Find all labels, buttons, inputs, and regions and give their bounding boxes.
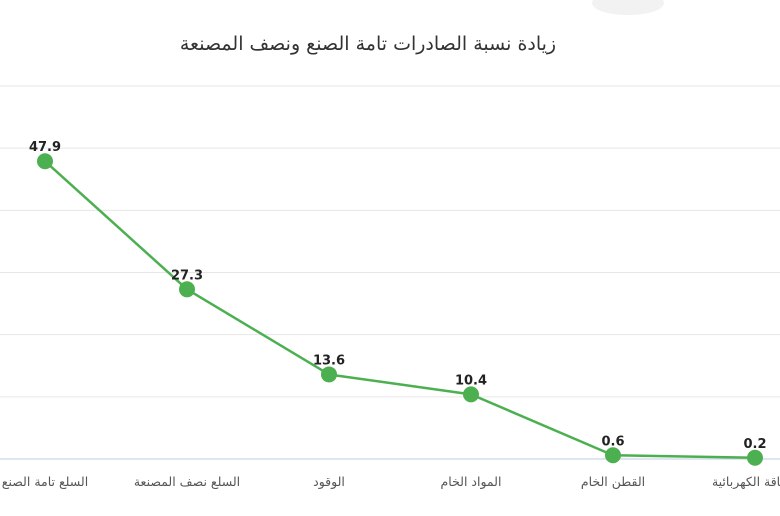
x-tick-label: الطاقة الكهربائية (712, 474, 780, 490)
data-point[interactable] (747, 449, 763, 466)
x-tick-label: السلع نصف المصنعة (134, 474, 240, 489)
data-point[interactable] (463, 386, 479, 403)
gridlines (0, 85, 780, 398)
data-label: 0.6 (601, 434, 624, 449)
data-labels: 47.9 27.3 13.6 10.4 0.6 0.2 (29, 140, 767, 452)
data-label: 0.2 (743, 437, 766, 452)
data-point[interactable] (605, 447, 621, 464)
data-point[interactable] (321, 366, 337, 383)
data-label: 10.4 (455, 373, 487, 388)
x-tick-label: السلع تامة الصنع (2, 474, 88, 489)
data-label: 47.9 (29, 140, 61, 155)
x-tick-label: الوقود (313, 474, 345, 490)
data-point[interactable] (179, 281, 195, 298)
chart-title: زيادة نسبة الصادرات تامة الصنع ونصف المص… (180, 33, 556, 55)
decorative-shape (592, 0, 664, 15)
x-axis-tick-labels: السلع تامة الصنع السلع نصف المصنعة الوقود ا… (2, 474, 780, 490)
data-label: 27.3 (171, 268, 203, 283)
data-points (37, 153, 763, 466)
series-line-group (44, 160, 756, 460)
x-tick-label: المواد الخام (441, 474, 502, 490)
data-point[interactable] (37, 153, 53, 170)
x-tick-label: القطن الخام (581, 474, 645, 490)
data-label: 13.6 (313, 353, 345, 368)
series-line (44, 160, 756, 460)
